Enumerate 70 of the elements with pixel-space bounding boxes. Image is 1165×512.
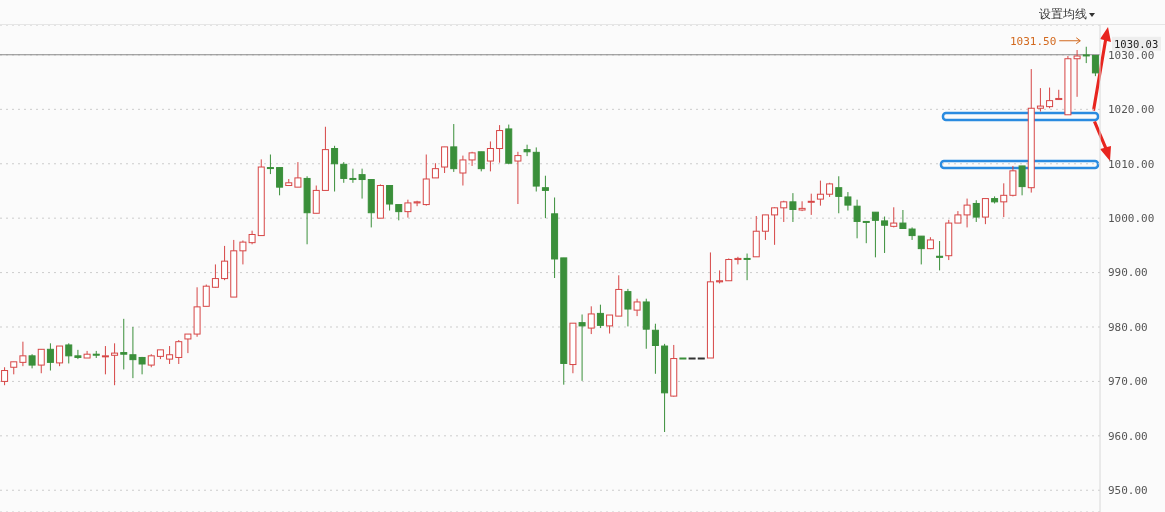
- candlestick: [1046, 87, 1054, 109]
- candlestick: [981, 198, 989, 225]
- candlestick: [514, 151, 522, 205]
- y-tick-label: 990.00: [1108, 266, 1148, 280]
- candlestick: [771, 206, 779, 246]
- text: 设置均线: [1039, 6, 1087, 23]
- candlestick: [651, 323, 659, 375]
- candlestick: [175, 339, 183, 365]
- candlestick: [120, 318, 128, 370]
- candlestick: [835, 175, 843, 214]
- y-tick-label: 970.00: [1108, 375, 1148, 389]
- candlestick: [881, 216, 889, 254]
- candlestick: [1018, 165, 1026, 196]
- candlestick: [789, 192, 797, 223]
- candlestick: [1091, 54, 1099, 77]
- candlestick: [606, 314, 614, 335]
- y-tick-label: 1030.00: [1108, 48, 1155, 62]
- candlestick: [523, 144, 531, 157]
- candlestick: [276, 167, 284, 196]
- y-tick-label: 960.00: [1108, 429, 1148, 443]
- candlestick: [596, 304, 604, 329]
- candlestick: [743, 253, 751, 281]
- ref-line-label: 1030.03: [1114, 37, 1159, 50]
- candlestick: [917, 235, 925, 265]
- candlestick: [496, 124, 504, 164]
- candlestick: [761, 214, 769, 241]
- candlestick: [477, 151, 485, 172]
- candlestick: [19, 341, 27, 367]
- candlestick: [1036, 87, 1044, 113]
- candlestick: [211, 263, 219, 289]
- y-tick-label: 980.00: [1108, 320, 1148, 334]
- candlestick: [294, 161, 302, 188]
- candlestick: [441, 146, 449, 174]
- candlestick: [1000, 182, 1008, 218]
- candlestick: [331, 145, 339, 193]
- y-tick-label: 1000.00: [1108, 212, 1155, 226]
- candlestick: [221, 245, 229, 281]
- candlestick: [450, 123, 458, 173]
- candlestick: [862, 220, 870, 244]
- candlestick: [725, 257, 733, 282]
- candlestick: [853, 199, 861, 239]
- y-tick-label: 1010.00: [1108, 157, 1155, 171]
- candlestick: [74, 349, 82, 360]
- candlestick: [312, 185, 320, 214]
- candlestick: [111, 342, 119, 386]
- y-tick-label: 950.00: [1108, 484, 1148, 498]
- candlestick: [266, 154, 274, 175]
- candlestick: [101, 345, 109, 375]
- candlestick: [816, 180, 824, 207]
- candlestick: [65, 342, 73, 364]
- candlestick: [340, 161, 348, 184]
- candlestick: [871, 211, 879, 258]
- candlestick: [624, 288, 632, 327]
- y-tick-label: 1020.00: [1108, 103, 1155, 117]
- candlestick: [56, 345, 64, 367]
- candlestick: [541, 175, 549, 219]
- candlestick: [734, 256, 742, 265]
- candlestick: [844, 191, 852, 212]
- candlestick: [798, 200, 806, 212]
- candlestick: [936, 240, 944, 271]
- candlestick: [486, 140, 494, 172]
- candlestick: [202, 284, 210, 307]
- candlestick: [587, 305, 595, 335]
- candlestick: [578, 313, 586, 382]
- candlestick: [37, 348, 45, 374]
- candlestick: [807, 193, 815, 216]
- annotation: 1031.50: [1009, 34, 1057, 48]
- candlestick: [386, 185, 394, 212]
- candlestick: [972, 199, 980, 223]
- candlestick: [46, 342, 54, 372]
